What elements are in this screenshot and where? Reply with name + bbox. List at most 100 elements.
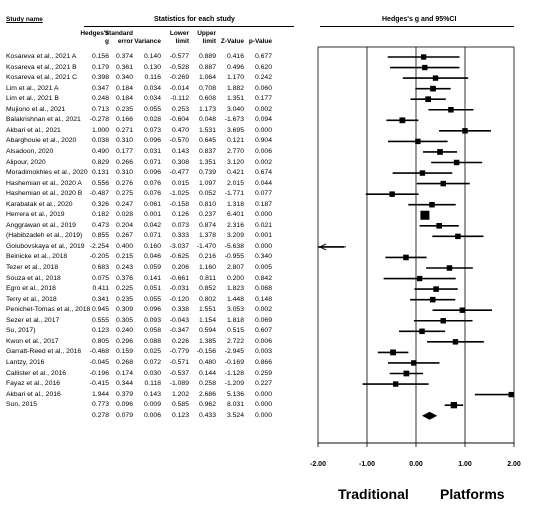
stat-se: 0.235	[115, 295, 133, 303]
plot-frame	[317, 46, 515, 444]
effect-size-point	[440, 180, 446, 187]
effect-size-point	[429, 201, 435, 208]
summary-hi: 0.433	[198, 411, 216, 419]
study-name: Su, 2017)	[6, 327, 36, 335]
stat-z: 3.120	[226, 158, 244, 166]
stat-lo: -0.528	[169, 63, 189, 71]
stat-var: 0.116	[144, 74, 161, 82]
stat-p: 0.000	[254, 211, 272, 219]
offscale-arrowhead	[319, 243, 327, 251]
stat-z: 2.770	[226, 147, 244, 155]
stat-se: 0.310	[115, 137, 133, 145]
stat-g: 0.075	[91, 274, 109, 282]
stat-p: 0.340	[254, 253, 272, 261]
stat-z: -0.955	[224, 253, 244, 261]
stat-se: 0.267	[115, 232, 133, 240]
stat-p: 0.677	[254, 53, 272, 60]
stat-g: -0.415	[89, 380, 109, 388]
study-name: Lim et al., 2021 A	[6, 84, 59, 92]
stat-p: 0.001	[254, 232, 272, 240]
stat-g: -2.254	[89, 242, 109, 250]
x-tick-label: -1.00	[359, 461, 375, 468]
stat-g: -0.487	[89, 190, 109, 198]
column-header: Variance	[134, 38, 161, 45]
stat-var: 0.088	[143, 337, 161, 345]
effect-size-point	[419, 170, 426, 176]
stat-z: 1.351	[226, 95, 244, 103]
stat-hi: 0.810	[198, 200, 216, 208]
study-name: Egro et al., 2018	[6, 285, 56, 293]
effect-size-point	[448, 106, 454, 113]
stat-z: -2.945	[224, 348, 244, 356]
effect-size-point	[392, 381, 399, 387]
stat-p: 0.842	[254, 274, 272, 282]
stat-g: 0.347	[91, 84, 109, 92]
stat-p: 0.044	[254, 179, 272, 187]
column-header: Standard error	[104, 30, 133, 45]
stat-lo: -0.577	[169, 53, 189, 60]
stat-se: 0.096	[115, 401, 133, 409]
stat-hi: 1.531	[198, 126, 216, 134]
effect-size-point	[450, 401, 458, 409]
stat-lo: 1.202	[171, 390, 189, 398]
stat-g: 0.556	[91, 179, 109, 187]
effect-size-point	[420, 54, 427, 60]
effect-size-point	[508, 391, 514, 398]
stat-hi: 1.351	[198, 158, 216, 166]
effect-size-point	[437, 149, 443, 155]
stat-z: 2.807	[226, 264, 244, 271]
stat-z: -1.128	[224, 369, 244, 377]
study-name: Sun, 2015	[6, 401, 37, 409]
stat-hi: 1.385	[198, 337, 216, 345]
study-name: Alsadoon, 2020	[6, 147, 54, 155]
stat-z: 5.136	[226, 390, 244, 398]
effect-size-point	[429, 296, 436, 303]
stat-hi: 1.551	[198, 306, 216, 314]
stat-z: 2.015	[226, 179, 244, 187]
stat-p: 0.002	[254, 306, 272, 314]
stat-se: 0.344	[115, 380, 133, 388]
stat-se: 0.296	[115, 337, 133, 345]
study-name: Lim et al., 2021 B	[6, 95, 59, 103]
study-name: Akbari et al., 2016	[6, 390, 61, 398]
stat-g: 0.123	[91, 327, 109, 335]
effect-size-point	[422, 64, 428, 71]
stat-lo: -0.158	[169, 200, 189, 208]
effect-size-point	[415, 138, 421, 145]
stat-se: 0.379	[115, 390, 133, 398]
stat-lo: -0.477	[169, 169, 189, 177]
stat-z: -1.673	[224, 116, 244, 124]
stat-se: 0.309	[115, 306, 133, 314]
stat-lo: -0.779	[169, 348, 189, 356]
stat-var: 0.055	[143, 295, 161, 303]
stat-var: 0.030	[143, 369, 161, 377]
stat-z: -0.169	[224, 358, 244, 366]
study-name: Penichet-Tomas et al., 2018	[6, 306, 91, 314]
stat-hi: 0.739	[198, 169, 216, 177]
study-name-header: Study name	[6, 16, 43, 23]
stat-g: 0.829	[91, 158, 109, 166]
stat-p: 0.000	[254, 126, 272, 134]
stat-se: 0.243	[115, 264, 133, 271]
stat-lo: -0.031	[169, 285, 189, 293]
stat-p: 0.866	[254, 358, 272, 366]
stat-var: 0.034	[143, 84, 161, 92]
stat-var: 0.031	[143, 147, 161, 155]
study-name: Beinicke et al., 2018	[6, 253, 68, 261]
stat-p: 0.003	[254, 348, 272, 356]
study-name: Tezer et al., 2018	[6, 264, 59, 271]
stat-g: 1.000	[91, 126, 109, 134]
effect-size-point	[446, 265, 453, 271]
stat-lo: -0.112	[170, 95, 189, 103]
study-name: Callister et al., 2016	[6, 369, 67, 377]
study-name: Moradimokhles et al., 2020	[6, 169, 88, 177]
study-name: Garratt-Reed et al., 2016	[6, 348, 82, 356]
stat-p: 0.607	[254, 327, 272, 335]
study-name: Alipour, 2020	[6, 158, 46, 166]
stat-var: 0.059	[143, 264, 161, 271]
stat-se: 0.159	[115, 348, 133, 356]
stat-z: 0.200	[226, 274, 244, 282]
study-name: Balakrishnan et al., 2021	[6, 116, 81, 124]
stat-g: -0.278	[89, 116, 109, 124]
effect-size-point	[430, 85, 436, 92]
